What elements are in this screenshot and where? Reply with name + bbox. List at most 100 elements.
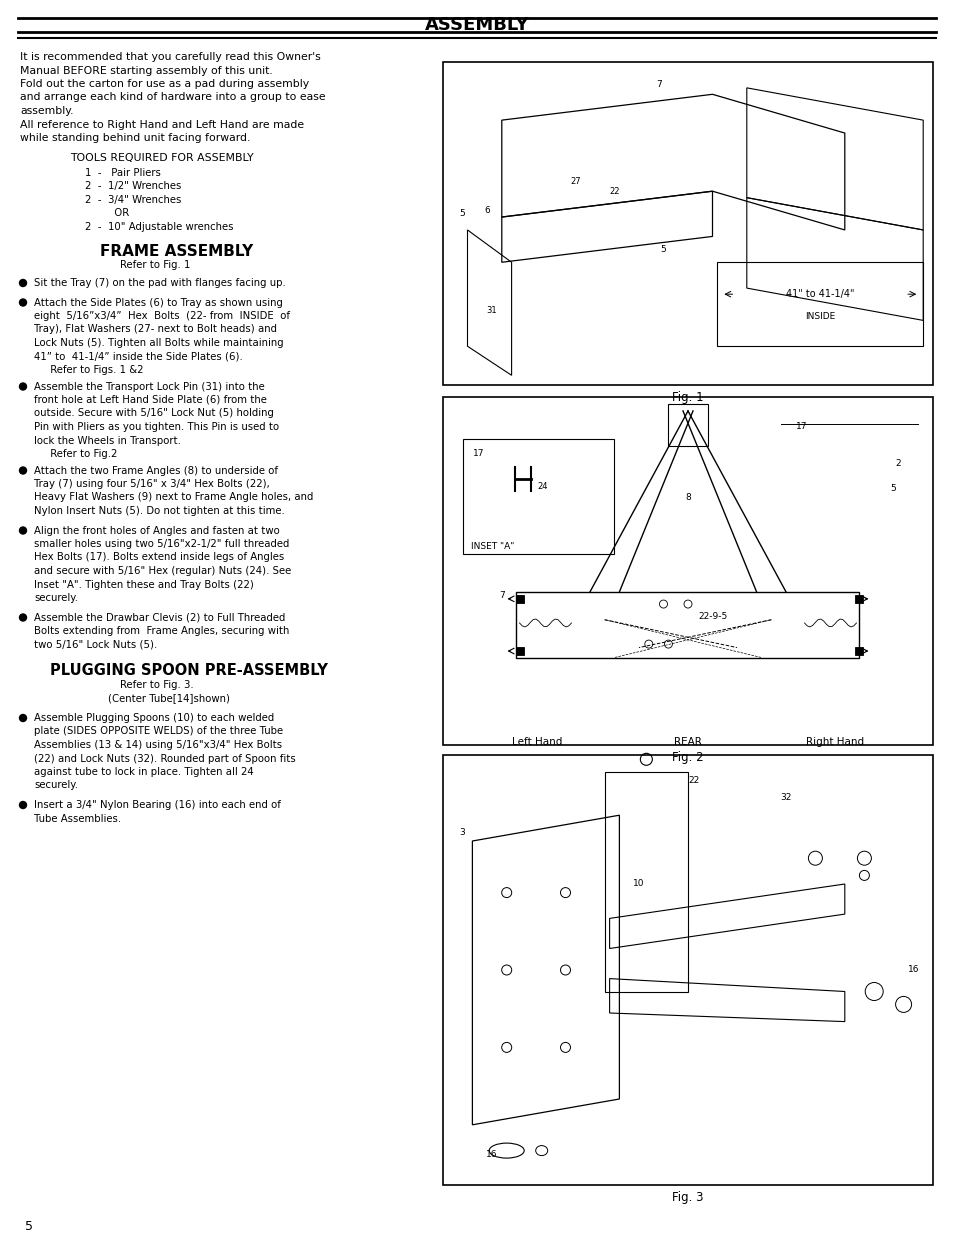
Text: 2  -  3/4" Wrenches: 2 - 3/4" Wrenches — [85, 195, 181, 204]
Bar — [516, 647, 524, 655]
Text: 17: 17 — [472, 449, 483, 457]
Text: 7: 7 — [655, 81, 660, 89]
Text: PLUGGING SPOON PRE-ASSEMBLY: PLUGGING SPOON PRE-ASSEMBLY — [50, 663, 328, 678]
Circle shape — [19, 383, 27, 390]
Text: REAR: REAR — [674, 737, 701, 747]
Text: Sit the Tray (7) on the pad with flanges facing up.: Sit the Tray (7) on the pad with flanges… — [34, 278, 286, 287]
Text: 22-9-5: 22-9-5 — [698, 612, 726, 621]
Bar — [442, 62, 932, 385]
Bar — [855, 647, 862, 655]
Text: securely.: securely. — [34, 781, 78, 790]
Bar — [516, 592, 859, 658]
Bar — [855, 595, 862, 603]
Text: (22) and Lock Nuts (32). Rounded part of Spoon fits: (22) and Lock Nuts (32). Rounded part of… — [34, 753, 295, 763]
Text: while standing behind unit facing forward.: while standing behind unit facing forwar… — [20, 133, 250, 142]
Text: Bolts extending from  Frame Angles, securing with: Bolts extending from Frame Angles, secur… — [34, 626, 289, 636]
Text: 7: 7 — [498, 591, 504, 600]
Text: Assemble Plugging Spoons (10) to each welded: Assemble Plugging Spoons (10) to each we… — [34, 712, 274, 724]
Text: 2  -  10" Adjustable wrenches: 2 - 10" Adjustable wrenches — [85, 222, 233, 232]
Text: securely.: securely. — [34, 593, 78, 603]
Text: 31: 31 — [486, 306, 497, 315]
Circle shape — [19, 527, 27, 534]
Text: Heavy Flat Washers (9) next to Frame Angle holes, and: Heavy Flat Washers (9) next to Frame Ang… — [34, 492, 313, 503]
Text: Inset "A". Tighten these and Tray Bolts (22): Inset "A". Tighten these and Tray Bolts … — [34, 580, 253, 590]
Bar — [442, 755, 932, 1184]
Text: Fig. 2: Fig. 2 — [672, 752, 703, 764]
Text: 2  -  1/2" Wrenches: 2 - 1/2" Wrenches — [85, 181, 181, 192]
Text: Refer to Figs. 1 &2: Refer to Figs. 1 &2 — [34, 366, 143, 375]
Text: Lock Nuts (5). Tighten all Bolts while maintaining: Lock Nuts (5). Tighten all Bolts while m… — [34, 338, 283, 348]
Bar — [668, 404, 707, 446]
Text: 24: 24 — [537, 482, 547, 492]
Text: outside. Secure with 5/16" Lock Nut (5) holding: outside. Secure with 5/16" Lock Nut (5) … — [34, 409, 274, 419]
Text: two 5/16" Lock Nuts (5).: two 5/16" Lock Nuts (5). — [34, 639, 157, 649]
Text: 27: 27 — [569, 177, 580, 186]
Text: eight  5/16”x3/4”  Hex  Bolts  (22- from  INSIDE  of: eight 5/16”x3/4” Hex Bolts (22- from INS… — [34, 311, 290, 321]
Text: and arrange each kind of hardware into a group to ease: and arrange each kind of hardware into a… — [20, 93, 325, 103]
Text: Fold out the carton for use as a pad during assembly: Fold out the carton for use as a pad dur… — [20, 79, 309, 89]
Text: INSIDE: INSIDE — [804, 312, 835, 321]
Text: 17: 17 — [796, 422, 807, 431]
Text: OR: OR — [85, 208, 129, 218]
Text: Assemble the Transport Lock Pin (31) into the: Assemble the Transport Lock Pin (31) int… — [34, 382, 265, 392]
Bar — [717, 263, 923, 346]
Text: 5: 5 — [889, 484, 895, 493]
Circle shape — [19, 615, 27, 621]
Text: 1  -   Pair Pliers: 1 - Pair Pliers — [85, 169, 161, 178]
Bar — [516, 595, 524, 603]
Text: 6: 6 — [484, 206, 490, 216]
Text: and secure with 5/16" Hex (regular) Nuts (24). See: and secure with 5/16" Hex (regular) Nuts… — [34, 566, 291, 576]
Text: INSET "A": INSET "A" — [470, 541, 514, 550]
Circle shape — [19, 467, 27, 475]
Text: Fig. 3: Fig. 3 — [672, 1192, 703, 1204]
Text: Nylon Insert Nuts (5). Do not tighten at this time.: Nylon Insert Nuts (5). Do not tighten at… — [34, 506, 284, 515]
Text: 8: 8 — [684, 493, 690, 503]
Text: Tube Assemblies.: Tube Assemblies. — [34, 814, 121, 824]
Text: Right Hand: Right Hand — [805, 737, 863, 747]
Text: Manual BEFORE starting assembly of this unit.: Manual BEFORE starting assembly of this … — [20, 66, 273, 76]
Text: TOOLS REQUIRED FOR ASSEMBLY: TOOLS REQUIRED FOR ASSEMBLY — [70, 152, 253, 162]
Circle shape — [19, 802, 27, 809]
Text: All reference to Right Hand and Left Hand are made: All reference to Right Hand and Left Han… — [20, 119, 304, 130]
Text: Left Hand: Left Hand — [511, 737, 561, 747]
Circle shape — [19, 280, 27, 286]
Text: 2: 2 — [895, 460, 900, 468]
Text: 16: 16 — [906, 965, 918, 975]
Text: Refer to Fig.2: Refer to Fig.2 — [34, 449, 117, 458]
Text: Hex Bolts (17). Bolts extend inside legs of Angles: Hex Bolts (17). Bolts extend inside legs… — [34, 553, 284, 563]
Text: smaller holes using two 5/16"x2-1/2" full threaded: smaller holes using two 5/16"x2-1/2" ful… — [34, 539, 289, 549]
Text: 5: 5 — [459, 209, 465, 218]
Text: 5: 5 — [659, 245, 666, 254]
Text: plate (SIDES OPPOSITE WELDS) of the three Tube: plate (SIDES OPPOSITE WELDS) of the thre… — [34, 726, 283, 736]
Circle shape — [19, 715, 27, 721]
Text: 22: 22 — [687, 777, 699, 786]
Text: Pin with Pliers as you tighten. This Pin is used to: Pin with Pliers as you tighten. This Pin… — [34, 422, 279, 432]
Bar — [462, 439, 614, 554]
Text: FRAME ASSEMBLY: FRAME ASSEMBLY — [100, 244, 253, 259]
Text: 10: 10 — [633, 880, 644, 888]
Text: front hole at Left Hand Side Plate (6) from the: front hole at Left Hand Side Plate (6) f… — [34, 395, 267, 405]
Text: assembly.: assembly. — [20, 107, 73, 116]
Text: 41" to 41-1/4": 41" to 41-1/4" — [785, 289, 854, 299]
Text: lock the Wheels in Transport.: lock the Wheels in Transport. — [34, 435, 181, 446]
Text: Assemblies (13 & 14) using 5/16"x3/4" Hex Bolts: Assemblies (13 & 14) using 5/16"x3/4" He… — [34, 740, 282, 750]
Text: ASSEMBLY: ASSEMBLY — [424, 16, 529, 33]
Text: It is recommended that you carefully read this Owner's: It is recommended that you carefully rea… — [20, 52, 320, 62]
Bar — [442, 396, 932, 745]
Text: Tray (7) using four 5/16" x 3/4" Hex Bolts (22),: Tray (7) using four 5/16" x 3/4" Hex Bol… — [34, 479, 270, 489]
Text: Fig. 1: Fig. 1 — [672, 392, 703, 404]
Text: 41” to  41-1/4” inside the Side Plates (6).: 41” to 41-1/4” inside the Side Plates (6… — [34, 352, 242, 362]
Text: Tray), Flat Washers (27- next to Bolt heads) and: Tray), Flat Washers (27- next to Bolt he… — [34, 325, 276, 335]
Text: Assemble the Drawbar Clevis (2) to Full Threaded: Assemble the Drawbar Clevis (2) to Full … — [34, 612, 285, 622]
Text: Align the front holes of Angles and fasten at two: Align the front holes of Angles and fast… — [34, 525, 279, 535]
Bar — [604, 772, 687, 991]
Text: 16: 16 — [486, 1150, 497, 1160]
Text: against tube to lock in place. Tighten all 24: against tube to lock in place. Tighten a… — [34, 767, 253, 777]
Text: Refer to Fig. 1: Refer to Fig. 1 — [120, 260, 191, 270]
Text: Attach the two Frame Angles (8) to underside of: Attach the two Frame Angles (8) to under… — [34, 466, 277, 476]
Text: Attach the Side Plates (6) to Tray as shown using: Attach the Side Plates (6) to Tray as sh… — [34, 297, 283, 307]
Text: 3: 3 — [459, 828, 465, 836]
Text: 32: 32 — [780, 793, 791, 803]
Text: 5: 5 — [25, 1220, 33, 1233]
Text: Refer to Fig. 3.: Refer to Fig. 3. — [120, 680, 193, 690]
